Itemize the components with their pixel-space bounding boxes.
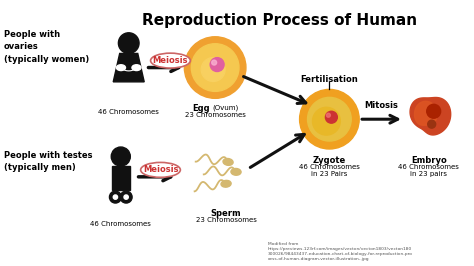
Text: Modified from
https://previews.123rf.com/images/vecton/vecton1803/vecton180
3000: Modified from https://previews.123rf.com… [268,242,413,261]
Circle shape [124,195,128,199]
Circle shape [327,113,330,117]
Polygon shape [112,166,130,190]
Circle shape [109,191,121,203]
Circle shape [308,97,351,141]
Text: People with
ovaries
(typically women): People with ovaries (typically women) [3,30,89,64]
Circle shape [312,107,340,135]
Text: Mitosis: Mitosis [365,101,399,110]
Text: 23 Chromosomes: 23 Chromosomes [196,217,256,223]
Text: Meiosis: Meiosis [153,56,188,65]
Polygon shape [113,53,144,82]
Polygon shape [410,98,451,135]
Text: 23 Chromosomes: 23 Chromosomes [185,112,246,118]
Text: Zygote: Zygote [313,156,346,165]
Ellipse shape [132,65,141,70]
Polygon shape [414,101,437,125]
Text: Egg: Egg [192,104,210,113]
Circle shape [184,37,246,98]
Text: (Ovum): (Ovum) [212,104,238,111]
Circle shape [113,195,118,199]
Circle shape [210,58,224,72]
Ellipse shape [221,180,231,187]
Circle shape [326,111,337,123]
Text: 46 Chromosomes: 46 Chromosomes [398,164,459,170]
Text: 46 Chromosomes: 46 Chromosomes [91,221,151,227]
Circle shape [201,58,225,81]
Circle shape [428,120,436,128]
Text: Sperm: Sperm [211,209,241,218]
Circle shape [212,60,217,65]
Ellipse shape [223,159,233,165]
Circle shape [111,147,130,166]
Text: Reproduction Process of Human: Reproduction Process of Human [142,13,417,28]
Text: in 23 Pairs: in 23 Pairs [311,171,347,177]
Text: 46 Chromosomes: 46 Chromosomes [299,164,360,170]
Ellipse shape [151,53,190,68]
Circle shape [118,33,139,53]
Circle shape [427,104,441,118]
Text: Fertilisation: Fertilisation [301,76,358,85]
Ellipse shape [231,168,241,175]
Text: 46 Chromosomes: 46 Chromosomes [98,109,159,115]
Circle shape [120,191,132,203]
Circle shape [191,44,239,92]
Text: in 23 pairs: in 23 pairs [410,171,447,177]
Text: Meiosis: Meiosis [143,165,178,174]
Text: People with testes
(typically men): People with testes (typically men) [3,151,92,172]
Circle shape [300,89,359,149]
Ellipse shape [141,163,181,177]
Ellipse shape [117,65,126,70]
Text: Embryo: Embryo [411,156,447,165]
